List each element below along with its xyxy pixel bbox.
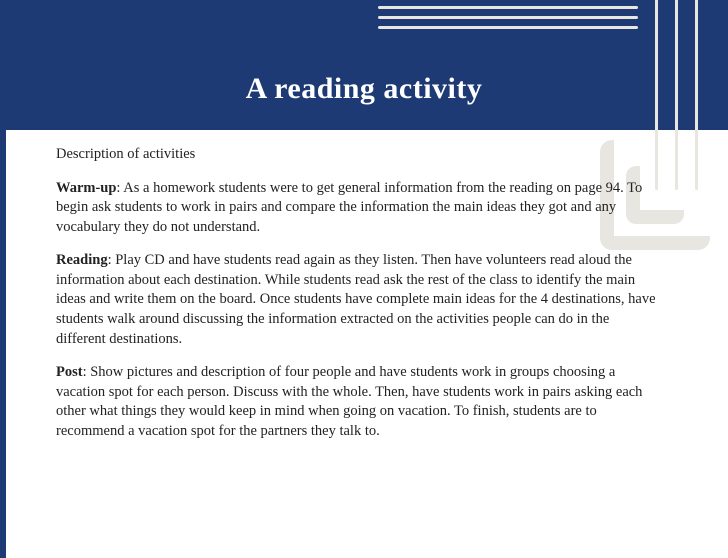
description-heading: Description of activities (56, 145, 661, 165)
slide-title: A reading activity (0, 72, 728, 106)
header-band: A reading activity (0, 0, 728, 130)
decor-top-lines (428, 0, 728, 40)
warmup-text: : As a homework students were to get gen… (56, 180, 642, 235)
warmup-label: Warm-up (56, 180, 116, 196)
reading-text: : Play CD and have students read again a… (56, 252, 656, 346)
post-label: Post (56, 364, 83, 380)
reading-paragraph: Reading: Play CD and have students read … (56, 251, 661, 349)
left-accent-bar (0, 130, 6, 558)
post-text: : Show pictures and description of four … (56, 364, 642, 439)
slide: A reading activity Description of activi… (0, 0, 728, 558)
reading-label: Reading (56, 252, 108, 268)
post-paragraph: Post: Show pictures and description of f… (56, 363, 661, 441)
warmup-paragraph: Warm-up: As a homework students were to … (56, 179, 661, 238)
content-area: Description of activities Warm-up: As a … (56, 145, 661, 455)
